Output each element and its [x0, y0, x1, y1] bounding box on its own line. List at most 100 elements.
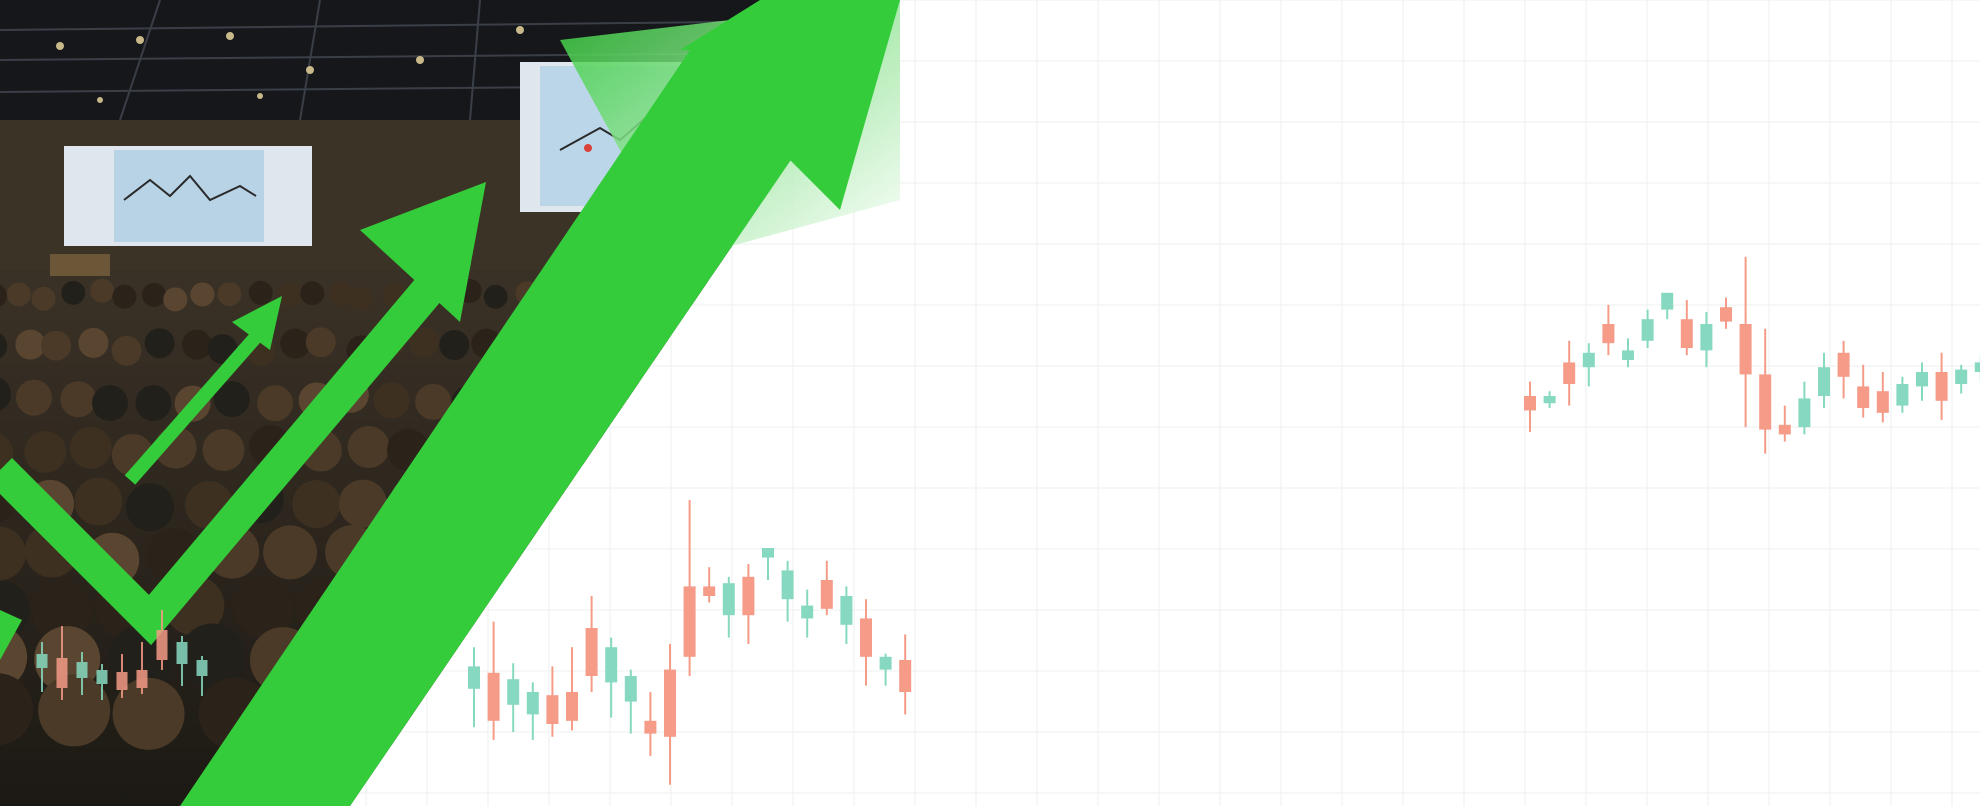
candle-body	[1857, 386, 1870, 408]
audience-head	[338, 479, 387, 528]
candle-body	[585, 628, 598, 676]
audience-head	[38, 674, 111, 747]
candlesticks-upper-right	[1524, 256, 1980, 454]
arrow-head-zigzag	[360, 182, 486, 322]
candle-body	[1974, 362, 1980, 372]
candle-body	[1720, 307, 1732, 322]
audience-head	[300, 281, 325, 306]
candle-body	[664, 669, 676, 737]
candle-body	[546, 695, 559, 724]
candle-body	[605, 647, 618, 683]
candle-body	[96, 670, 108, 684]
audience-head	[545, 622, 612, 689]
audience-head	[688, 377, 725, 414]
audience-head	[112, 284, 137, 309]
candle-body	[1680, 319, 1693, 348]
audience-head	[15, 329, 46, 360]
candle-body	[176, 642, 188, 664]
candle-body	[840, 596, 853, 625]
audience-head	[248, 280, 273, 305]
arrow-band-large	[180, 0, 900, 806]
audience-head	[179, 623, 246, 690]
audience-head	[305, 327, 336, 358]
candle-body	[1602, 324, 1615, 344]
candle-body	[820, 580, 833, 609]
candle-body	[156, 630, 168, 660]
audience-head	[135, 385, 172, 422]
candle-body	[1955, 369, 1968, 384]
audience-head	[483, 284, 508, 309]
candle-body	[1582, 352, 1595, 368]
candle-body	[860, 618, 872, 657]
arrow-head-thin	[232, 296, 282, 350]
candle-body	[1837, 352, 1850, 377]
candle-body	[1818, 367, 1830, 396]
audience-head	[677, 523, 732, 578]
audience-head	[654, 381, 691, 418]
audience-head	[0, 432, 14, 475]
audience-head	[144, 328, 175, 359]
audience-head	[624, 434, 667, 477]
candle-body	[624, 676, 637, 702]
audience-head	[142, 282, 167, 307]
candlesticks-lower-left	[468, 500, 912, 785]
audience-head	[687, 575, 748, 636]
audience-head	[217, 282, 242, 307]
audience-head	[111, 335, 142, 366]
audience-head	[90, 278, 115, 303]
audience-head	[0, 376, 12, 413]
audience-head	[213, 380, 250, 417]
audience-head	[190, 282, 215, 307]
candlesticks-overlay-photo	[36, 610, 208, 700]
audience-head	[278, 282, 303, 307]
audience-head	[671, 433, 714, 476]
candle-body	[703, 586, 716, 596]
audience-head	[621, 573, 682, 634]
arrow-tip-left	[0, 610, 22, 660]
audience-head	[554, 575, 615, 636]
candle-body	[526, 692, 539, 715]
candle-body	[683, 586, 696, 657]
audience-head	[328, 281, 353, 306]
candle-body	[1622, 350, 1634, 360]
audience-head	[415, 383, 452, 420]
audience-head	[15, 379, 52, 416]
candle-body	[1543, 396, 1556, 404]
candle-body	[1798, 398, 1811, 428]
audience-head	[439, 329, 470, 360]
candle-body	[76, 662, 88, 678]
candle-body	[879, 656, 892, 670]
audience-head	[202, 429, 245, 472]
candle-body	[1916, 372, 1928, 387]
audience-head	[661, 478, 710, 527]
audience-head	[6, 282, 31, 307]
candle-body	[644, 720, 657, 734]
candle-body	[1524, 396, 1536, 411]
candle-body	[566, 692, 578, 721]
audience-head	[0, 283, 7, 308]
audience-head	[112, 677, 185, 750]
audience-head	[280, 328, 311, 359]
audience-head	[125, 483, 174, 532]
podium	[50, 254, 110, 276]
audience-head	[373, 382, 410, 419]
candle-body	[36, 654, 48, 668]
audience-head	[69, 426, 112, 469]
candle-body	[1661, 292, 1674, 310]
audience-head	[557, 526, 612, 581]
audience-head	[41, 330, 72, 361]
audience-head	[671, 327, 702, 358]
audience-head	[92, 384, 129, 421]
audience-head	[24, 430, 67, 473]
candle-body	[116, 672, 128, 690]
arrow-head-large	[690, 0, 900, 210]
candle-body	[781, 570, 794, 600]
audience-head	[181, 329, 212, 360]
audience-head	[0, 673, 34, 746]
candle-body	[1778, 424, 1791, 435]
candle-body	[801, 605, 814, 619]
candle-body	[899, 660, 912, 692]
candle-body	[1935, 372, 1948, 401]
